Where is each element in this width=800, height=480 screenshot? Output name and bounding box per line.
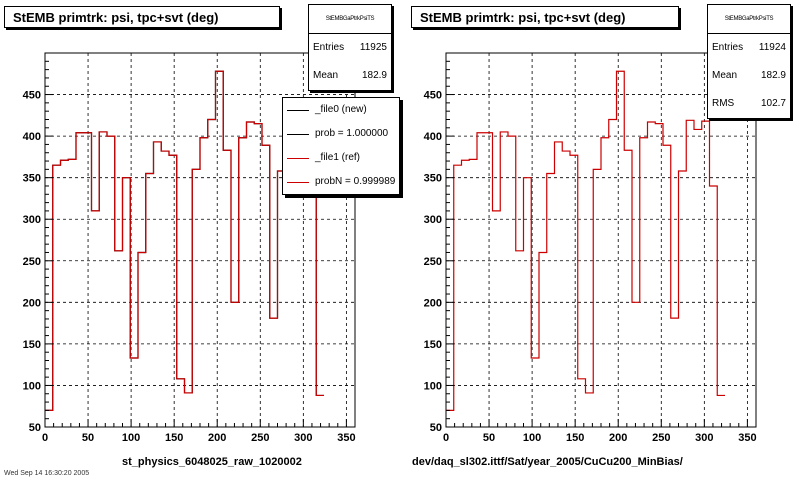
left-legend: _file0 (new) prob = 1.000000 _file1 (ref… — [282, 97, 400, 195]
right-stats-mean-label: Mean — [712, 70, 738, 81]
right-ytick-label-250: 250 — [424, 256, 442, 268]
legend-entry-prob: prob = 1.000000 — [283, 122, 399, 146]
right-series-0 — [446, 70, 725, 411]
right-stats-mean: Mean 182.9 — [708, 62, 790, 90]
right-xtick-label-0: 0 — [443, 432, 449, 444]
left-stats-mean: Mean 182.9 — [309, 62, 391, 90]
left-xtick-label-200: 200 — [208, 432, 226, 444]
left-stats-entries: Entries 11925 — [309, 34, 391, 62]
right-x-caption: dev/daq_sl302.ittf/Sat/year_2005/CuCu200… — [412, 456, 683, 468]
right-stats-box: StEMBGaPtrkPsiTS Entries 11924 Mean 182.… — [707, 4, 791, 119]
right-xtick-label-200: 200 — [609, 432, 627, 444]
right-stats-entries: Entries 11924 — [708, 34, 790, 62]
left-xtick-label-350: 350 — [337, 432, 355, 444]
right-ytick-label-400: 400 — [424, 131, 442, 143]
legend-label-file0: _file0 (new) — [315, 104, 367, 115]
left-ytick-label-50: 50 — [29, 422, 41, 434]
legend-entry-file1: _file1 (ref) — [283, 146, 399, 170]
right-chart-title: StEMB primtrk: psi, tpc+svt (deg) — [411, 6, 679, 28]
legend-line-probn — [287, 182, 309, 183]
right-xtick-label-100: 100 — [523, 432, 541, 444]
footer-timestamp: Wed Sep 14 16:30:20 2005 — [4, 470, 90, 477]
left-xtick-label-50: 50 — [82, 432, 94, 444]
right-xtick-label-50: 50 — [483, 432, 495, 444]
left-stats-entries-value: 11925 — [359, 42, 387, 53]
left-xtick-label-300: 300 — [294, 432, 312, 444]
right-stats-rms: RMS 102.7 — [708, 90, 790, 118]
left-series-1 — [45, 70, 324, 411]
right-stats-name: StEMBGaPtrkPsiTS — [708, 5, 790, 34]
left-ytick-label-450: 450 — [23, 90, 41, 102]
left-ytick-label-200: 200 — [23, 297, 41, 309]
left-xtick-label-250: 250 — [251, 432, 269, 444]
left-xtick-label-0: 0 — [42, 432, 48, 444]
right-stats-entries-value: 11924 — [758, 42, 786, 53]
left-stats-box: StEMBGaPtrkPsiTS Entries 11925 Mean 182.… — [308, 4, 392, 91]
left-stats-mean-value: 182.9 — [361, 70, 387, 81]
left-stats-entries-label: Entries — [313, 42, 345, 53]
left-xtick-label-150: 150 — [165, 432, 183, 444]
left-stats-mean-label: Mean — [313, 70, 339, 81]
right-xtick-label-150: 150 — [566, 432, 584, 444]
right-ytick-label-50: 50 — [430, 422, 442, 434]
legend-line-prob — [287, 134, 309, 135]
left-x-caption: st_physics_6048025_raw_1020002 — [122, 456, 302, 468]
right-ytick-label-100: 100 — [424, 380, 442, 392]
left-stats-name: StEMBGaPtrkPsiTS — [309, 5, 391, 34]
legend-entry-probn: probN = 0.999989 — [283, 170, 399, 194]
legend-entry-file0: _file0 (new) — [283, 98, 399, 122]
left-ytick-label-400: 400 — [23, 131, 41, 143]
left-histogram-panel: 0 50 100 150 200 250 300 350 50 100 150 200 250 300 35… — [4, 4, 400, 477]
right-ytick-label-150: 150 — [424, 339, 442, 351]
left-chart-title-text: StEMB primtrk: psi, tpc+svt (deg) — [13, 9, 219, 25]
right-histogram-plot: 0 50 100 150 200 250 300 3505010015020025030035… — [424, 52, 757, 444]
right-histogram-panel: 0 50 100 150 200 250 300 350 50 100 150 200 250 300 35… — [400, 0, 800, 480]
left-chart-title: StEMB primtrk: psi, tpc+svt (deg) — [4, 6, 280, 28]
right-xtick-label-300: 300 — [695, 432, 713, 444]
left-ytick-label-150: 150 — [23, 339, 41, 351]
legend-line-file1 — [287, 158, 309, 159]
right-stats-entries-label: Entries — [712, 42, 744, 53]
legend-label-file1: _file1 (ref) — [315, 152, 361, 163]
right-ytick-label-350: 350 — [424, 173, 442, 185]
left-ytick-label-100: 100 — [23, 380, 41, 392]
right-ytick-label-200: 200 — [424, 297, 442, 309]
right-ytick-label-300: 300 — [424, 214, 442, 226]
legend-line-file0 — [287, 110, 309, 111]
right-chart-title-text: StEMB primtrk: psi, tpc+svt (deg) — [420, 9, 626, 25]
legend-label-probn: probN = 0.999989 — [315, 176, 396, 187]
legend-label-prob: prob = 1.000000 — [315, 128, 389, 139]
right-stats-rms-label: RMS — [712, 98, 735, 109]
left-ytick-label-350: 350 — [23, 173, 41, 185]
left-ytick-label-300: 300 — [23, 214, 41, 226]
right-xtick-label-250: 250 — [652, 432, 670, 444]
right-xtick-label-350: 350 — [738, 432, 756, 444]
left-xtick-label-100: 100 — [122, 432, 140, 444]
left-ytick-label-250: 250 — [23, 256, 41, 268]
right-stats-mean-value: 182.9 — [760, 70, 786, 81]
right-ytick-label-450: 450 — [424, 90, 442, 102]
right-stats-rms-value: 102.7 — [760, 98, 786, 109]
